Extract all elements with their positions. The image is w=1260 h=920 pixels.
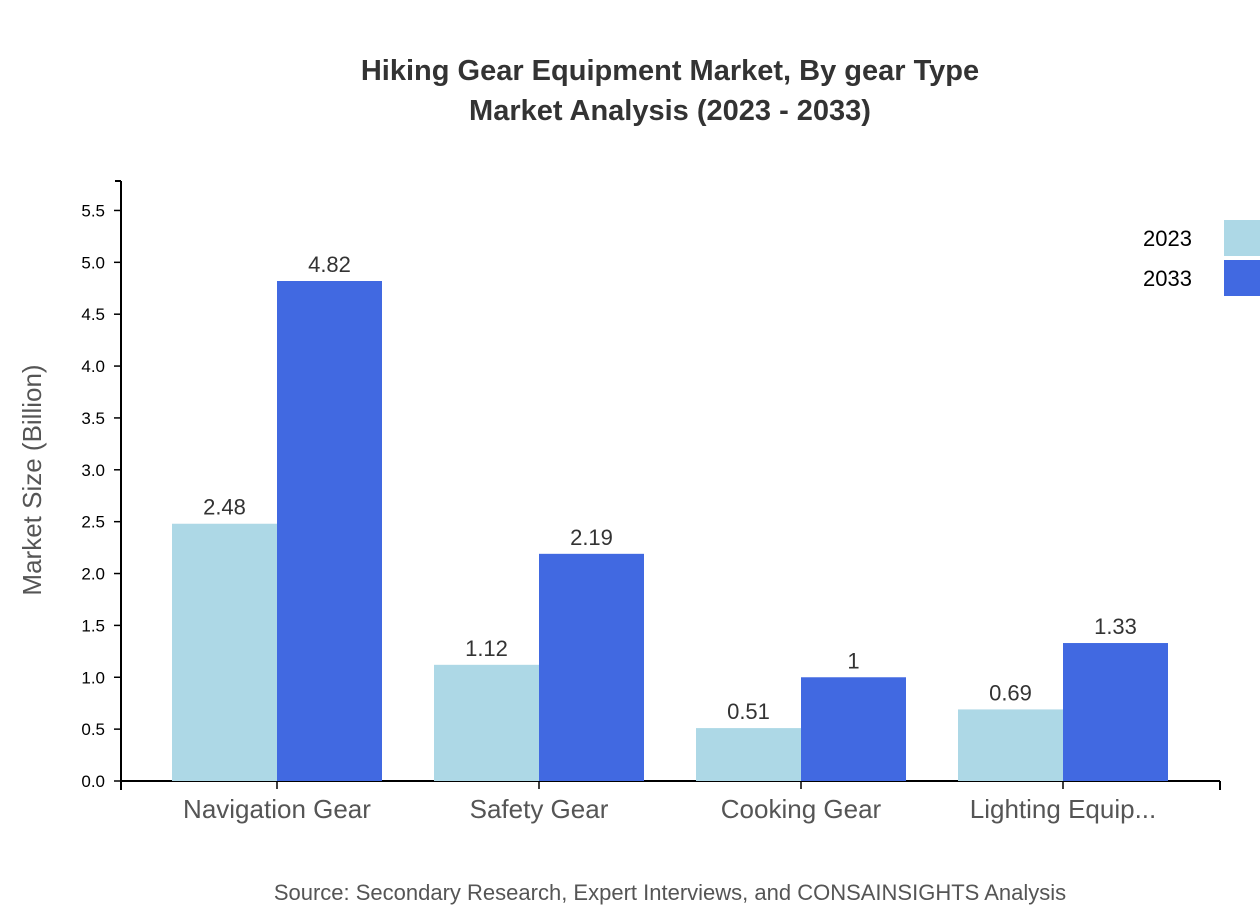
y-tick-label: 4.5 [81, 305, 105, 324]
y-tick-label: 3.0 [81, 461, 105, 480]
y-tick-label: 2.0 [81, 565, 105, 584]
y-tick-label: 2.5 [81, 513, 105, 532]
x-tick-label: Safety Gear [470, 794, 609, 824]
bar-2023 [696, 728, 801, 781]
bar-2023 [434, 664, 539, 781]
bar-2033 [1063, 643, 1168, 781]
bar-2033 [277, 281, 382, 781]
data-label: 0.51 [727, 699, 770, 724]
y-tick-label: 4.0 [81, 357, 105, 376]
legend-label: 2023 [1143, 226, 1192, 251]
chart-subtitle: Market Analysis (2023 - 2033) [469, 95, 871, 127]
data-label: 1.12 [465, 636, 508, 661]
data-label: 2.19 [570, 525, 613, 550]
y-axis-label: Market Size (Billion) [17, 364, 47, 595]
bar-2023 [172, 523, 277, 781]
y-tick-label: 0.0 [81, 772, 105, 791]
bar-2033 [539, 553, 644, 781]
x-tick-label: Lighting Equip... [970, 794, 1156, 824]
x-tick-label: Navigation Gear [183, 794, 371, 824]
data-label: 1 [847, 648, 859, 673]
data-label: 0.69 [989, 680, 1032, 705]
y-tick-label: 5.0 [81, 253, 105, 272]
legend-swatch [1224, 220, 1260, 256]
source-note: Source: Secondary Research, Expert Inter… [274, 880, 1066, 905]
y-tick-label: 1.0 [81, 668, 105, 687]
legend-label: 2033 [1143, 266, 1192, 291]
bar-2033 [801, 677, 906, 781]
y-tick-label: 5.5 [81, 201, 105, 220]
data-label: 1.33 [1094, 614, 1137, 639]
data-label: 4.82 [308, 252, 351, 277]
y-tick-label: 1.5 [81, 616, 105, 635]
data-label: 2.48 [203, 495, 246, 520]
y-tick-label: 0.5 [81, 720, 105, 739]
chart-title: Hiking Gear Equipment Market, By gear Ty… [361, 55, 979, 87]
x-tick-label: Cooking Gear [721, 794, 882, 824]
bar-2023 [958, 709, 1063, 781]
y-tick-label: 3.5 [81, 409, 105, 428]
legend-swatch [1224, 260, 1260, 296]
